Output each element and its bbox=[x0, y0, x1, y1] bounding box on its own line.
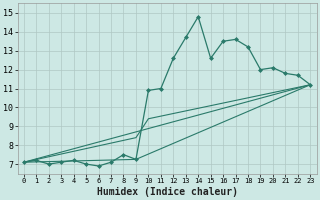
X-axis label: Humidex (Indice chaleur): Humidex (Indice chaleur) bbox=[97, 186, 237, 197]
